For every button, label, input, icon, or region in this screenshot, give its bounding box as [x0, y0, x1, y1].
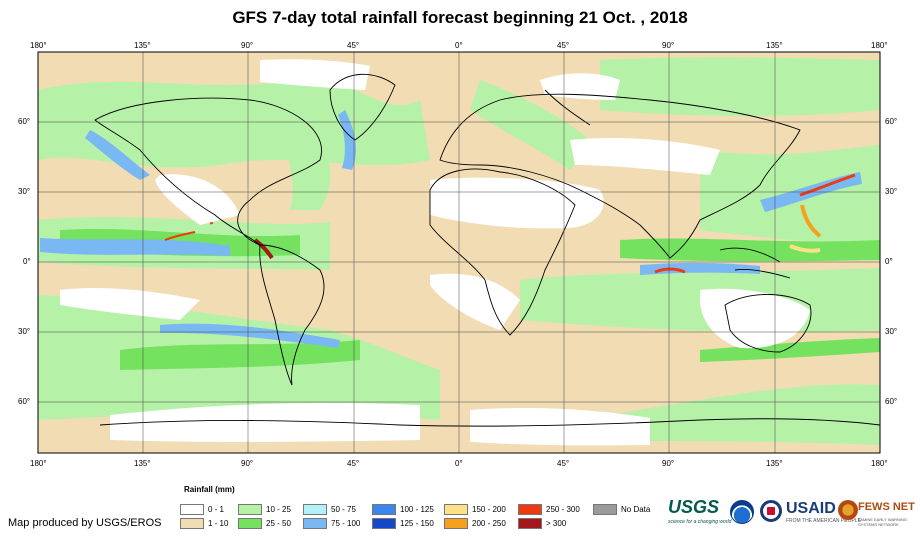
- lon-label-top: 180°: [30, 41, 47, 50]
- legend-label: 200 - 250: [472, 519, 506, 528]
- lon-label-top: 45°: [347, 41, 360, 50]
- noaa-logo-icon: [730, 500, 754, 524]
- usaid-logo: USAID: [786, 500, 836, 517]
- legend-swatch: [593, 504, 617, 515]
- legend-swatch: [238, 504, 262, 515]
- legend-swatch: [444, 518, 468, 529]
- legend-item: 50 - 75: [303, 504, 356, 515]
- legend-item: 250 - 300: [518, 504, 580, 515]
- map-frame: [37, 51, 881, 454]
- legend-item: 200 - 250: [444, 518, 506, 529]
- lat-label-right: 30°: [885, 187, 898, 196]
- lon-label-bottom: 135°: [766, 459, 783, 468]
- lon-label-top: 90°: [241, 41, 254, 50]
- lat-label-left: 30°: [18, 327, 31, 336]
- legend-label: 150 - 200: [472, 505, 506, 514]
- usaid-seal-icon: [760, 500, 782, 522]
- legend-item: 150 - 200: [444, 504, 506, 515]
- lon-label-bottom: 180°: [871, 459, 888, 468]
- lat-label-left: 30°: [18, 187, 31, 196]
- lon-label-top: 45°: [557, 41, 570, 50]
- legend-label: No Data: [621, 505, 651, 514]
- legend-swatch: [303, 504, 327, 515]
- lon-label-top: 135°: [766, 41, 783, 50]
- map-title: GFS 7-day total rainfall forecast beginn…: [232, 8, 688, 27]
- legend-swatch: [518, 518, 542, 529]
- legend-item: No Data: [593, 504, 650, 515]
- legend-label: 100 - 125: [400, 505, 434, 514]
- lat-label-right: 30°: [885, 327, 898, 336]
- lon-label-bottom: 0°: [455, 459, 463, 468]
- usaid-tagline: FROM THE AMERICAN PEOPLE: [786, 518, 861, 524]
- legend-label: > 300: [546, 519, 567, 528]
- lon-label-bottom: 90°: [662, 459, 675, 468]
- lat-label-right: 60°: [885, 117, 898, 126]
- lon-label-top: 180°: [871, 41, 888, 50]
- graticule: [38, 52, 880, 453]
- lon-label-bottom: 45°: [347, 459, 360, 468]
- lat-label-left: 0°: [23, 257, 31, 266]
- lat-label-right: 60°: [885, 397, 898, 406]
- legend-swatch: [180, 504, 204, 515]
- legend-swatch: [372, 504, 396, 515]
- dry-areas: [60, 59, 810, 446]
- legend-swatch: [303, 518, 327, 529]
- legend-item: 0 - 1: [180, 504, 224, 515]
- legend-item: 100 - 125: [372, 504, 434, 515]
- lon-label-bottom: 180°: [30, 459, 47, 468]
- legend-swatch: [372, 518, 396, 529]
- legend-label: 250 - 300: [546, 505, 580, 514]
- coastlines: [94, 73, 881, 427]
- lat-label-right: 0°: [885, 257, 893, 266]
- lon-label-top: 0°: [455, 41, 463, 50]
- legend-item: 1 - 10: [180, 518, 228, 529]
- legend-item: > 300: [518, 518, 566, 529]
- map-credit: Map produced by USGS/EROS: [8, 517, 162, 529]
- rainfall-map: [37, 51, 881, 454]
- lon-label-bottom: 135°: [134, 459, 151, 468]
- lat-label-left: 60°: [18, 117, 31, 126]
- legend-label: 1 - 10: [208, 519, 229, 528]
- lon-label-top: 135°: [134, 41, 151, 50]
- legend-label: 125 - 150: [400, 519, 434, 528]
- legend-label: 75 - 100: [331, 519, 361, 528]
- legend-item: 125 - 150: [372, 518, 434, 529]
- fews-net-logo: FEWS NET: [858, 501, 915, 513]
- legend-label: 50 - 75: [331, 505, 356, 514]
- lat-label-left: 60°: [18, 397, 31, 406]
- legend-label: 10 - 25: [266, 505, 291, 514]
- legend-label: 0 - 1: [208, 505, 225, 514]
- fews-net-tagline: FAMINE EARLY WARNING SYSTEMS NETWORK: [858, 517, 908, 527]
- fews-seal-icon: [838, 500, 858, 520]
- legend-swatch: [444, 504, 468, 515]
- legend-swatch: [180, 518, 204, 529]
- lon-label-bottom: 45°: [557, 459, 570, 468]
- legend-title: Rainfall (mm): [184, 485, 235, 494]
- lon-label-top: 90°: [662, 41, 675, 50]
- rain-heavy-cores: [164, 173, 856, 274]
- legend-item: 75 - 100: [303, 518, 360, 529]
- legend-label: 25 - 50: [266, 519, 291, 528]
- usgs-tagline: science for a changing world: [668, 519, 732, 525]
- legend-item: 25 - 50: [238, 518, 291, 529]
- usgs-logo: USGS: [668, 497, 720, 517]
- legend-swatch: [518, 504, 542, 515]
- legend-swatch: [238, 518, 262, 529]
- lon-label-bottom: 90°: [241, 459, 254, 468]
- legend-item: 10 - 25: [238, 504, 291, 515]
